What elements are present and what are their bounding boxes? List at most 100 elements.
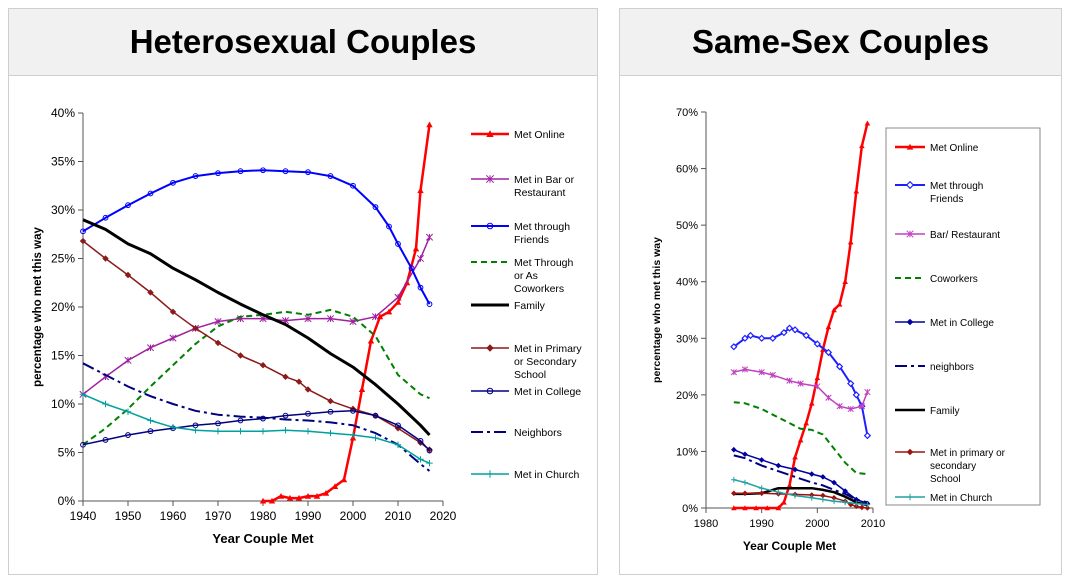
data-point xyxy=(730,343,738,351)
data-point xyxy=(808,492,815,498)
y-tick-label: 10% xyxy=(676,446,698,458)
data-point xyxy=(813,340,821,348)
x-tick-label: 1980 xyxy=(250,509,277,523)
series-met-in-primary-or-secondary-school xyxy=(79,237,433,453)
x-tick-label: 2010 xyxy=(861,518,885,530)
heterosexual-chart: 0% 5% 10% 15% 20% 25% 30% 35% 40% 1940 1950 1960 197… xyxy=(32,106,582,546)
data-point xyxy=(863,431,872,440)
data-point xyxy=(304,315,312,323)
y-tick-label: 20% xyxy=(51,300,75,314)
series-bar-restaurant xyxy=(730,366,871,413)
data-point xyxy=(426,459,433,467)
data-point xyxy=(786,482,793,488)
data-point xyxy=(394,293,402,301)
y-tick-label: 30% xyxy=(51,203,75,217)
legend: Met Online Met through Friends Bar/ Restaur… xyxy=(885,127,1041,506)
data-point xyxy=(808,400,815,406)
data-point xyxy=(169,334,177,342)
data-point xyxy=(282,412,289,419)
data-point xyxy=(742,490,748,497)
data-point xyxy=(237,417,244,424)
same-sex-chart: 0% 10% 20% 30% 40% 50% 60% 70% 1980 1990 2000 2010 Y… xyxy=(651,107,1041,553)
legend-label: Neighbors xyxy=(514,427,562,439)
series-line-family xyxy=(82,218,431,437)
legend-label: Met in Primary xyxy=(514,343,582,355)
data-point xyxy=(305,410,311,417)
data-point xyxy=(842,499,848,506)
y-tick-label: 40% xyxy=(676,277,698,289)
data-point xyxy=(742,479,748,486)
data-point xyxy=(80,441,86,448)
data-point xyxy=(825,324,832,330)
series-line-met-in-primary-or-secondary-school xyxy=(82,240,430,451)
data-point xyxy=(792,466,798,473)
x-tick-label: 2000 xyxy=(340,509,367,523)
legend-label: Met in Church xyxy=(930,493,992,504)
data-point xyxy=(340,476,348,483)
legend-item-met-online: Met Online xyxy=(895,143,979,154)
y-tick-label: 35% xyxy=(51,155,75,169)
data-point xyxy=(730,369,737,376)
data-point xyxy=(742,451,748,458)
data-point xyxy=(814,383,821,390)
data-point xyxy=(758,490,765,497)
data-point xyxy=(350,407,356,414)
x-axis-label: Year Couple Met xyxy=(743,539,836,553)
legend-label: Met Online xyxy=(514,129,565,141)
data-point xyxy=(842,278,848,284)
data-point xyxy=(847,405,854,413)
series-line-met-through-friends xyxy=(82,169,431,305)
legend-box xyxy=(885,127,1041,506)
legend-marker xyxy=(486,130,494,137)
data-point xyxy=(349,431,357,439)
series-met-online xyxy=(259,121,433,504)
data-point xyxy=(808,471,815,477)
data-point xyxy=(237,168,244,175)
data-point xyxy=(371,313,380,321)
data-point xyxy=(785,324,794,332)
data-point xyxy=(853,503,860,510)
data-point xyxy=(215,170,221,177)
series-met-through-friends xyxy=(80,167,433,307)
data-point xyxy=(170,179,176,186)
y-tick-label: 20% xyxy=(676,390,698,402)
series-met-in-college xyxy=(80,407,433,454)
data-point xyxy=(417,437,424,444)
data-point xyxy=(358,386,366,393)
series-met-through-or-as-coworkers xyxy=(82,308,430,446)
data-point xyxy=(864,120,871,126)
x-tick-label: 1990 xyxy=(749,518,773,530)
data-point xyxy=(259,427,267,435)
data-point xyxy=(426,121,433,128)
data-point xyxy=(797,437,804,443)
data-point xyxy=(781,499,787,505)
data-point xyxy=(864,501,871,508)
legend-label: Met in College xyxy=(514,386,581,398)
data-point xyxy=(305,169,311,176)
data-point xyxy=(769,334,777,342)
data-point xyxy=(852,391,860,399)
data-point xyxy=(412,245,420,252)
legend-label: Met in College xyxy=(930,318,994,329)
data-point xyxy=(764,505,771,511)
data-point xyxy=(147,428,154,435)
y-tick-label: 10% xyxy=(51,397,75,411)
data-point xyxy=(80,228,86,235)
data-point xyxy=(753,505,759,511)
same-sex-couples-panel: Same-Sex Couples 0% 10% 20% 30% 40% 50% 60% 70%… xyxy=(619,8,1062,575)
data-point xyxy=(146,344,155,352)
legend-item-family: Family xyxy=(895,406,959,417)
data-point xyxy=(859,504,865,511)
x-axis-label: Year Couple Met xyxy=(212,531,314,546)
data-point xyxy=(192,426,199,434)
x-tick-label: 1940 xyxy=(70,509,97,523)
x-tick-label: 1960 xyxy=(160,509,187,523)
data-point xyxy=(847,239,854,245)
legend-marker xyxy=(485,174,495,184)
data-point xyxy=(417,284,424,291)
data-point xyxy=(102,400,109,408)
y-tick-label: 15% xyxy=(51,349,75,363)
legend-marker xyxy=(486,222,494,230)
